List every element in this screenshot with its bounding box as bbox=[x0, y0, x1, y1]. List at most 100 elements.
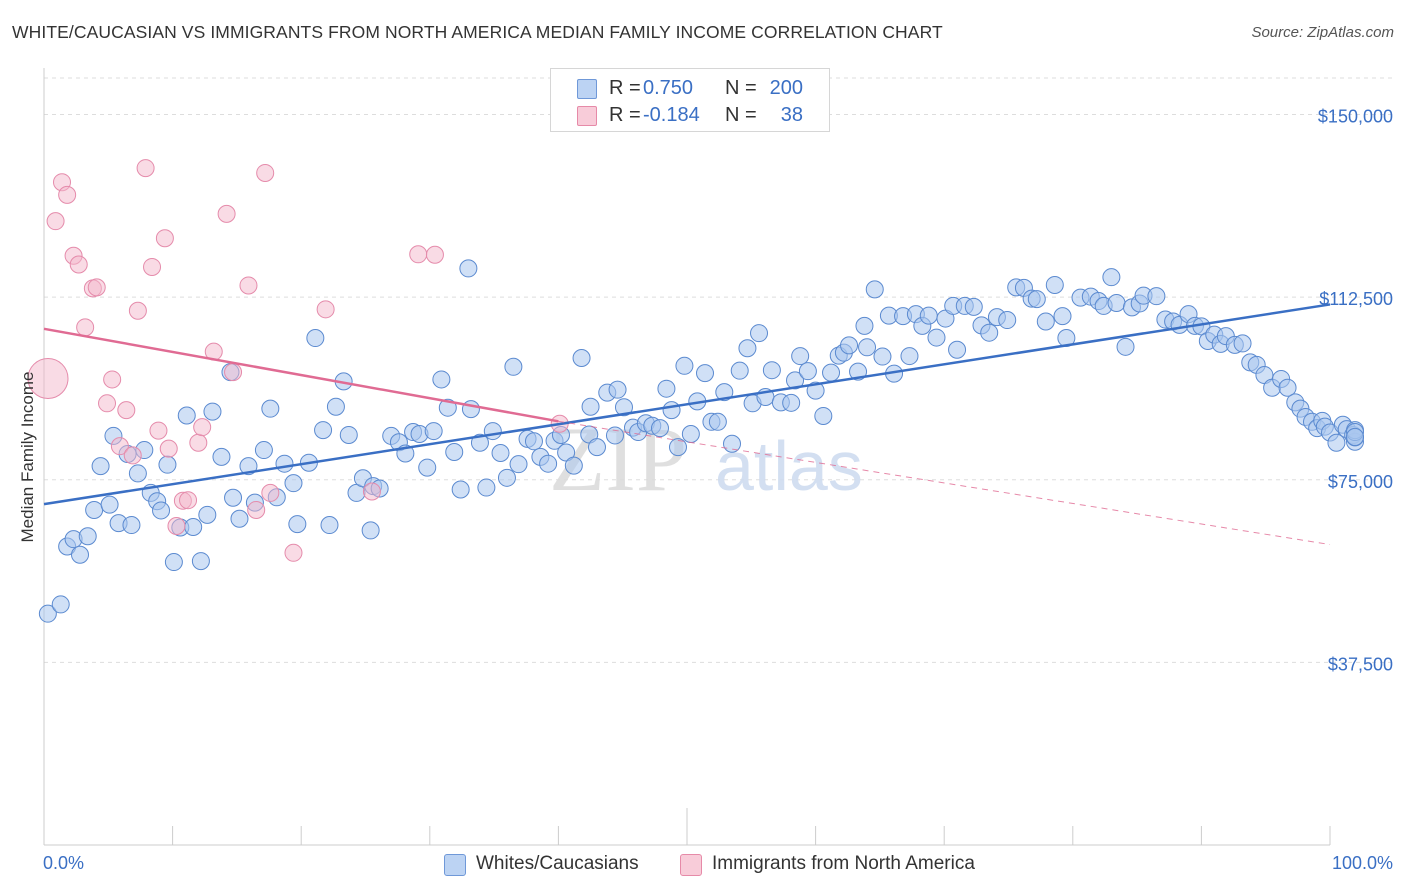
data-point-whites bbox=[1233, 334, 1252, 353]
data-point-whites bbox=[858, 338, 877, 357]
legend-r-label: R = bbox=[609, 104, 641, 126]
data-point-whites bbox=[605, 426, 624, 445]
data-point-whites bbox=[1107, 293, 1126, 312]
data-point-whites bbox=[1045, 275, 1064, 294]
axes bbox=[43, 68, 1331, 846]
x-tick-label-start: 0.0% bbox=[43, 853, 84, 873]
trend-line-immigrants-extension bbox=[558, 420, 1331, 546]
data-point-whites bbox=[806, 381, 825, 400]
legend-swatch-pink bbox=[577, 106, 597, 126]
data-point-whites bbox=[998, 311, 1017, 330]
data-point-whites bbox=[275, 454, 294, 473]
data-point-whites bbox=[738, 339, 757, 358]
data-point-whites bbox=[1036, 312, 1055, 331]
data-point-whites bbox=[470, 433, 489, 452]
data-point-whites bbox=[239, 457, 258, 476]
data-point-whites bbox=[708, 412, 727, 431]
data-point-whites bbox=[762, 361, 781, 380]
data-point-whites bbox=[339, 425, 358, 444]
data-point-whites bbox=[191, 552, 210, 571]
data-point-immigrants bbox=[284, 543, 303, 562]
legend-label-whites: Whites/Caucasians bbox=[476, 853, 639, 874]
data-point-whites bbox=[1102, 268, 1121, 287]
data-point-whites bbox=[715, 383, 734, 402]
data-point-whites bbox=[184, 517, 203, 536]
data-point-immigrants bbox=[247, 500, 266, 519]
data-point-whites bbox=[483, 422, 502, 441]
data-point-whites bbox=[158, 455, 177, 474]
data-point-immigrants bbox=[69, 255, 88, 274]
data-point-immigrants bbox=[425, 245, 444, 264]
data-point-immigrants bbox=[110, 437, 129, 456]
legend-swatch-blue bbox=[577, 79, 597, 99]
data-point-whites bbox=[198, 505, 217, 524]
y-tick-label: $150,000 bbox=[1318, 107, 1393, 127]
legend-swatch-blue bbox=[444, 854, 466, 876]
data-point-immigrants bbox=[224, 363, 243, 382]
data-point-immigrants bbox=[159, 439, 178, 458]
legend-row-whites: R = 0.750 N = 200 bbox=[551, 75, 829, 101]
data-point-whites bbox=[424, 422, 443, 441]
data-point-immigrants bbox=[128, 301, 147, 320]
data-point-whites bbox=[306, 329, 325, 348]
legend-series: Whites/Caucasians Immigrants from North … bbox=[0, 852, 1406, 878]
data-point-whites bbox=[650, 419, 669, 438]
data-point-whites bbox=[581, 397, 600, 416]
series-whites-points bbox=[38, 259, 1364, 623]
legend-n-label: N = bbox=[725, 77, 757, 99]
data-point-whites bbox=[122, 516, 141, 535]
data-point-whites bbox=[723, 434, 742, 453]
data-point-whites bbox=[662, 401, 681, 420]
data-point-whites bbox=[608, 380, 627, 399]
data-point-whites bbox=[85, 500, 104, 519]
data-point-whites bbox=[1346, 427, 1364, 446]
data-point-whites bbox=[71, 545, 90, 564]
data-point-immigrants bbox=[189, 433, 208, 452]
data-point-whites bbox=[840, 336, 859, 355]
data-point-whites bbox=[919, 306, 938, 325]
data-point-whites bbox=[497, 468, 516, 487]
x-tick-label-end: 100.0% bbox=[1332, 853, 1393, 873]
data-point-whites bbox=[980, 323, 999, 342]
data-point-whites bbox=[798, 362, 817, 381]
data-point-whites bbox=[477, 478, 496, 497]
data-point-whites bbox=[451, 480, 470, 499]
trend-line-whites bbox=[43, 303, 1331, 506]
data-point-whites bbox=[100, 495, 119, 514]
data-point-immigrants bbox=[217, 204, 236, 223]
data-point-whites bbox=[51, 595, 70, 614]
data-point-immigrants bbox=[149, 421, 168, 440]
data-point-whites bbox=[314, 421, 333, 440]
data-point-whites bbox=[91, 457, 110, 476]
data-point-whites bbox=[855, 316, 874, 335]
data-point-whites bbox=[459, 259, 478, 278]
data-point-immigrants bbox=[117, 401, 136, 420]
trend-lines bbox=[43, 303, 1331, 546]
legend-r-value: 0.750 bbox=[643, 77, 694, 99]
legend-row-immigrants: R = -0.184 N = 38 bbox=[551, 102, 829, 128]
data-point-immigrants bbox=[136, 159, 155, 178]
data-point-immigrants bbox=[167, 517, 186, 536]
chart-source: Source: ZipAtlas.com bbox=[1251, 24, 1394, 41]
data-point-whites bbox=[361, 521, 380, 540]
y-tick-label: $112,500 bbox=[1319, 289, 1393, 309]
data-point-whites bbox=[782, 393, 801, 412]
data-point-whites bbox=[445, 443, 464, 462]
data-point-immigrants bbox=[46, 212, 65, 231]
legend-r-label: R = bbox=[609, 77, 641, 99]
y-tick-label: $37,500 bbox=[1328, 654, 1393, 674]
data-point-immigrants bbox=[316, 300, 335, 319]
legend-swatch-pink bbox=[680, 854, 702, 876]
data-point-immigrants bbox=[143, 257, 162, 276]
chart-title: WHITE/CAUCASIAN VS IMMIGRANTS FROM NORTH… bbox=[12, 22, 943, 42]
series-immigrants-points bbox=[27, 159, 569, 562]
data-point-immigrants bbox=[87, 278, 106, 297]
y-axis-label: Median Family Income bbox=[18, 371, 37, 542]
data-point-whites bbox=[261, 399, 280, 418]
data-point-whites bbox=[1116, 337, 1135, 356]
data-point-whites bbox=[572, 349, 591, 368]
legend-label-immigrants: Immigrants from North America bbox=[712, 853, 975, 874]
data-point-whites bbox=[177, 406, 196, 425]
data-point-whites bbox=[814, 406, 833, 425]
data-point-immigrants bbox=[179, 491, 198, 510]
